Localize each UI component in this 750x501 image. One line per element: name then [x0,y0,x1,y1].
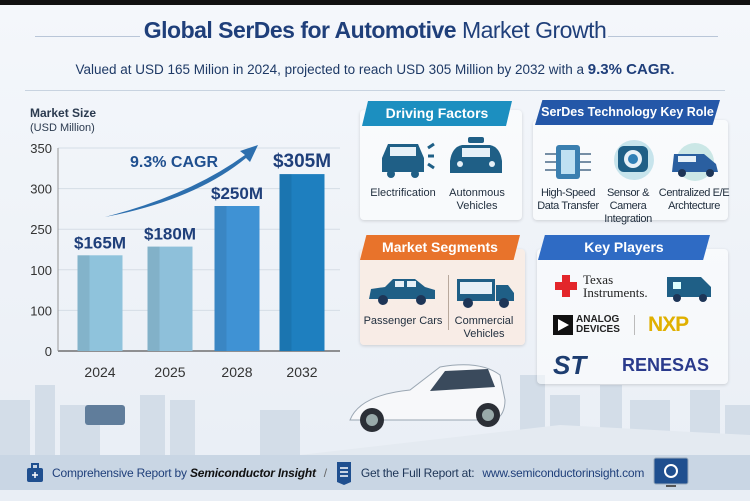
y-tick-label: 100 [30,303,52,318]
data-label: $250M [211,184,263,203]
factor-electrification: Electrification [370,187,436,199]
x-tick-label: 2028 [221,364,252,380]
briefcase-icon [27,462,43,482]
logo-st: ST [553,350,587,380]
bar-chart: 0 100 100 250 300 350 $165M 2024 $180M 2025 $250M 2… [30,141,340,380]
report-url-link[interactable]: www.semiconductorinsight.com [482,465,645,480]
monitor-logo-icon [653,457,689,487]
report-prefix: Comprehensive Report [52,465,172,480]
bar-2024 [77,255,123,351]
factor-autonomous: Autonmous Vehicles [449,187,505,212]
y-tick-label: 0 [45,344,52,359]
bar-shade [147,246,160,351]
divider [25,90,725,91]
y-axis-title: Market Size [30,106,97,120]
role-sensor-camera: Sensor & Camera Integration [604,187,652,225]
market-segments-header: Market Segments [360,235,520,260]
report-document-icon [336,461,351,485]
title-rest: Market Growth [461,17,607,43]
segment-commercial-vehicles: Commercial Vehicles [454,315,514,340]
data-label: $305M [273,151,331,172]
chip-icon [545,145,591,179]
vehicle-architecture-icon [672,143,718,181]
logo-texas-instruments: Texas Instruments. [583,272,648,300]
brand-name: Semiconductor Insight [189,465,316,480]
delivery-van-icon [667,277,711,302]
commercial-truck-icon [457,279,514,308]
title-rule-right [608,36,718,37]
texas-instruments-logo [555,275,577,297]
subtitle: Valued at USD 165 Milion in 2024, projec… [0,61,750,78]
role-centralized-ee: Centralized E/E Archtecture [658,187,730,212]
passenger-car-icon [369,279,435,305]
cagr-annotation: 9.3% CAGR [130,154,218,171]
autonomous-car-icon [450,137,502,173]
x-tick-label: 2024 [84,364,115,380]
title-bold: Global SerDes for Automotive [143,17,457,43]
data-label: $180M [144,225,196,244]
x-tick-label: 2032 [286,364,317,380]
role-high-speed-data: High-Speed Data Transfer [537,187,599,212]
page-title: Global SerDes for Automotive Market Grow… [0,17,750,44]
logo-nxp: NXP [648,313,689,336]
y-tick-label: 300 [30,182,52,197]
electric-car-icon [382,142,435,178]
driving-factors-header: Driving Factors [362,101,512,126]
bar-2028 [214,206,260,351]
logo-analog-devices: ANALOG DEVICES [576,314,620,335]
segment-divider [448,275,449,330]
footer-bar: Comprehensive Report by Semiconductor In… [0,455,750,490]
report-by: by [174,465,187,480]
logo-divider [634,315,635,335]
segment-passenger-cars: Passenger Cars [363,315,443,327]
data-label: $165M [74,233,126,252]
analog-devices-logo-mark [553,315,573,335]
subtitle-main: Valued at USD 165 Milion in 2024, projec… [75,62,585,77]
footer-cta: Get the Full Report at: [360,465,475,480]
city-skyline [0,364,750,455]
y-tick-label: 350 [30,141,52,156]
y-axis-unit: (USD Million) [30,122,95,134]
small-truck-icon [85,405,125,425]
y-tick-label: 250 [30,222,52,237]
key-players-header: Key Players [538,235,710,260]
camera-sensor-icon [614,140,654,180]
growth-arrow [105,145,258,217]
x-tick-label: 2025 [154,364,185,380]
report-credit: Comprehensive Report by Semiconductor In… [52,466,316,480]
y-tick-label: 100 [30,263,52,278]
logo-renesas: RENESAS [622,355,710,375]
title-rule-left [35,36,140,37]
bar-shade [77,255,90,351]
bar-shade [279,174,292,351]
footer-separator: / [323,465,327,480]
car-illustration [349,364,506,432]
bar-2032 [279,174,325,351]
bar-shade [214,206,227,351]
subtitle-cagr: 9.3% CAGR. [587,61,675,78]
bar-2025 [147,246,193,351]
key-role-header: SerDes Technology Key Role [535,100,720,125]
